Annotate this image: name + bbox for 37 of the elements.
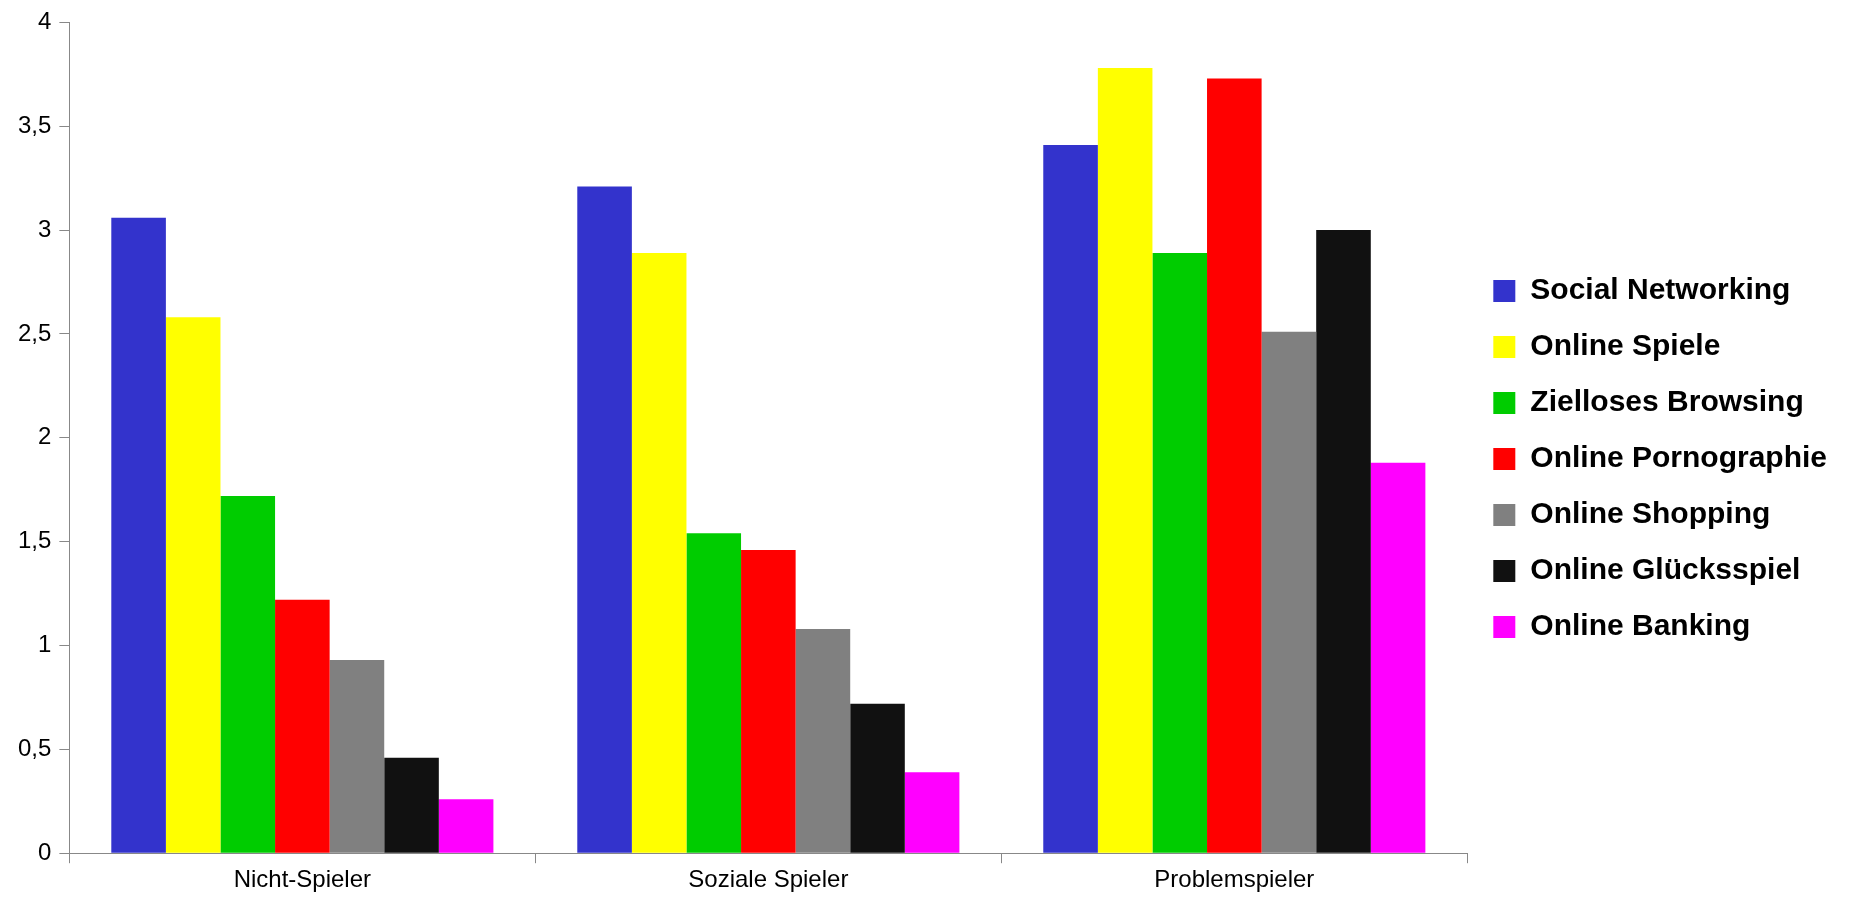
- x-tick-label: Problemspieler: [1154, 865, 1315, 893]
- bar: [1152, 252, 1208, 853]
- legend-label: Online Shopping: [1530, 496, 1771, 530]
- bar: [1043, 144, 1098, 853]
- y-tick-label: 3,5: [17, 110, 52, 138]
- bar: [850, 703, 905, 853]
- bar: [631, 252, 687, 853]
- legend-label: Online Pornographie: [1530, 440, 1828, 474]
- legend-label: Online Glücksspiel: [1530, 552, 1801, 586]
- bar: [1097, 68, 1153, 853]
- y-tick-label: 2,5: [17, 318, 52, 346]
- bar: [275, 599, 330, 853]
- y-tick-label: 2: [38, 422, 52, 450]
- bar: [686, 533, 742, 853]
- y-tick-label: 0,5: [17, 733, 52, 761]
- bar: [1207, 78, 1262, 853]
- bar: [904, 772, 960, 853]
- y-tick-label: 0: [38, 837, 52, 865]
- y-tick-label: 1: [38, 630, 52, 658]
- y-tick-label: 3: [38, 214, 52, 242]
- bar: [384, 757, 439, 853]
- bar: [438, 799, 494, 853]
- legend-label: Social Networking: [1530, 272, 1791, 306]
- legend-label: Zielloses Browsing: [1530, 384, 1804, 418]
- bar: [577, 186, 632, 853]
- bar: [220, 495, 276, 853]
- y-tick-label: 4: [38, 7, 52, 35]
- bar: [165, 317, 221, 853]
- y-tick-label: 1,5: [17, 526, 52, 554]
- legend-label: Online Spiele: [1530, 328, 1721, 362]
- bar: [1370, 462, 1426, 853]
- bar: [111, 217, 166, 853]
- legend-label: Online Banking: [1530, 608, 1751, 642]
- x-tick-label: Soziale Spieler: [688, 865, 849, 893]
- x-tick-label: Nicht-Spieler: [233, 865, 372, 893]
- bar: [1316, 230, 1371, 853]
- bar: [741, 549, 796, 853]
